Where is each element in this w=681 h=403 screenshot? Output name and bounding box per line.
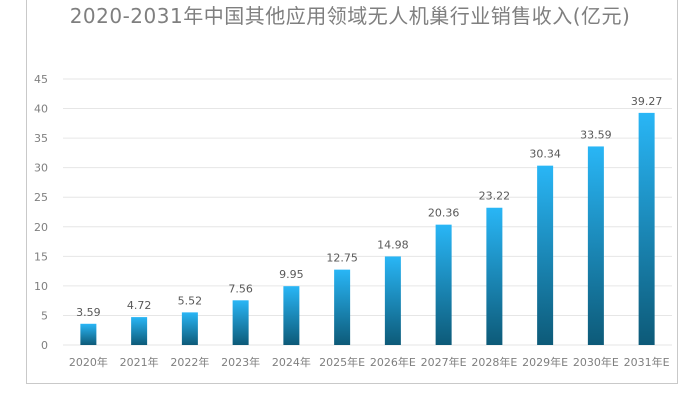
data-label: 30.34 xyxy=(529,148,561,161)
x-tick-label: 2025年E xyxy=(319,355,365,369)
y-tick-label: 20 xyxy=(34,221,48,234)
x-tick-label: 2023年 xyxy=(221,355,260,369)
gridlines xyxy=(63,78,672,346)
bar-2024年 xyxy=(283,286,300,345)
y-tick-label: 45 xyxy=(34,73,48,86)
bar-2020年 xyxy=(80,323,97,345)
bar-2023年 xyxy=(232,300,249,345)
x-axis-ticks: 2020年 2021年 2022年 2023年 2024年 2025年E 2026年E 202… xyxy=(69,355,670,369)
data-label: 14.98 xyxy=(377,238,409,251)
x-tick-label: 2026年E xyxy=(370,355,416,369)
data-label: 4.72 xyxy=(127,299,152,312)
x-tick-label: 2031年E xyxy=(624,355,670,369)
y-tick-label: 30 xyxy=(34,162,48,175)
y-tick-label: 15 xyxy=(34,250,48,263)
y-tick-label: 25 xyxy=(34,191,48,204)
y-tick-label: 40 xyxy=(34,103,48,116)
data-label: 39.27 xyxy=(631,95,663,108)
data-label: 23.22 xyxy=(479,190,511,203)
x-tick-label: 2021年 xyxy=(120,355,159,369)
y-axis-ticks: 0 5 10 15 20 25 30 35 40 45 xyxy=(34,73,48,352)
x-tick-label: 2027年E xyxy=(421,355,467,369)
y-tick-label: 0 xyxy=(41,339,48,352)
y-tick-label: 35 xyxy=(34,132,48,145)
bar-2026年E xyxy=(384,256,401,345)
y-tick-label: 5 xyxy=(41,309,48,322)
bar-2021年 xyxy=(131,317,148,345)
bar-2031年E xyxy=(638,112,655,345)
x-tick-label: 2030年E xyxy=(573,355,619,369)
data-label: 20.36 xyxy=(428,207,460,220)
x-tick-label: 2020年 xyxy=(69,355,108,369)
chart-title: 2020-2031年中国其他应用领域无人机巢行业销售收入(亿元) xyxy=(69,4,631,28)
y-tick-label: 10 xyxy=(34,280,48,293)
x-tick-label: 2029年E xyxy=(522,355,568,369)
data-label: 5.52 xyxy=(178,294,203,307)
data-labels: 3.59 4.72 5.52 7.56 9.95 12.75 14.98 20.36 23.22… xyxy=(76,95,662,319)
bar-2029年E xyxy=(537,165,554,345)
data-label: 33.59 xyxy=(580,128,612,141)
bar-2027年E xyxy=(435,224,452,345)
x-tick-label: 2024年 xyxy=(272,355,311,369)
x-tick-label: 2028年E xyxy=(471,355,517,369)
bars xyxy=(80,112,655,345)
data-label: 12.75 xyxy=(326,252,358,265)
data-label: 7.56 xyxy=(228,282,253,295)
x-tick-label: 2022年 xyxy=(170,355,209,369)
bar-2028年E xyxy=(486,207,503,345)
bar-2025年E xyxy=(334,269,351,345)
data-label: 9.95 xyxy=(279,268,304,281)
bar-2030年E xyxy=(587,146,604,345)
data-label: 3.59 xyxy=(76,306,101,319)
bar-2022年 xyxy=(181,312,198,345)
